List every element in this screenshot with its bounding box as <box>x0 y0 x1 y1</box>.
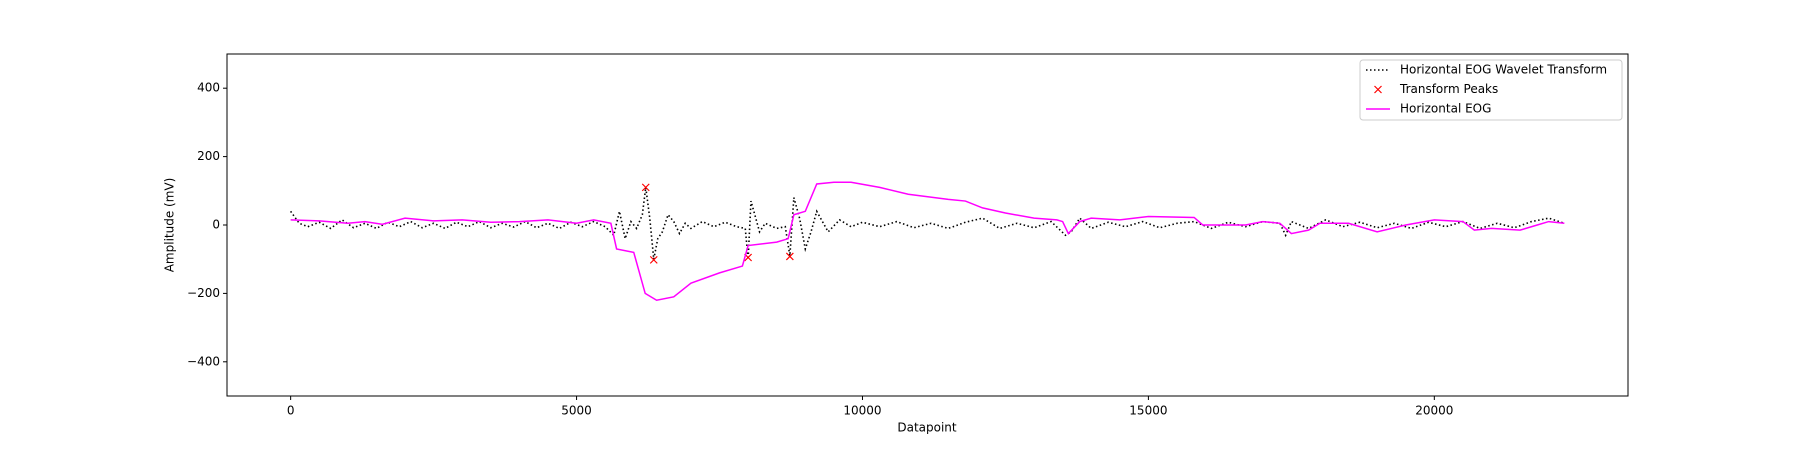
data-line <box>289 187 1565 260</box>
plot-frame <box>226 53 1629 397</box>
peak-marker <box>649 255 658 264</box>
y-tick-label: 200 <box>197 149 220 163</box>
legend-label: Horizontal EOG <box>1400 102 1491 116</box>
x-tick-label: 0 <box>287 404 295 418</box>
y-tick-label: 400 <box>197 81 220 95</box>
y-tick-label: −400 <box>187 354 220 368</box>
peak-marker <box>785 252 794 261</box>
x-tick-label: 10000 <box>843 404 881 418</box>
x-tick-label: 15000 <box>1129 404 1167 418</box>
y-tick-label: 0 <box>212 218 220 232</box>
legend-box <box>1359 59 1623 121</box>
y-tick-label: −200 <box>187 286 220 300</box>
legend-marker <box>1374 85 1382 94</box>
legend-label: Transform Peaks <box>1399 82 1498 96</box>
y-axis-label: Amplitude (mV) <box>163 178 177 273</box>
peak-marker <box>641 183 650 192</box>
x-tick-label: 20000 <box>1415 404 1453 418</box>
legend-label: Horizontal EOG Wavelet Transform <box>1400 63 1607 77</box>
x-tick-label: 5000 <box>561 404 592 418</box>
data-line <box>290 181 1565 302</box>
x-axis-label: Datapoint <box>897 421 957 435</box>
